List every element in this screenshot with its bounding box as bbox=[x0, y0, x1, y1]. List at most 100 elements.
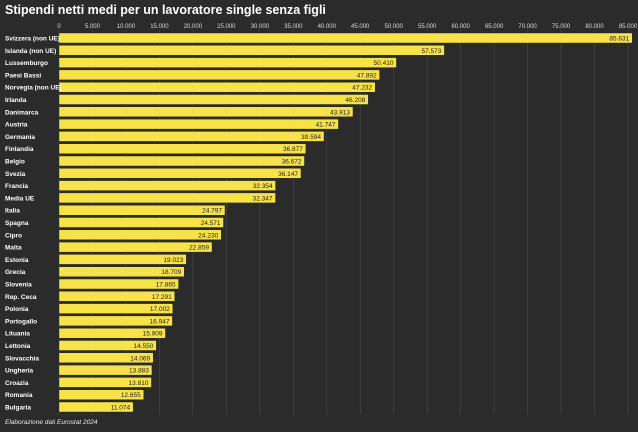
bar bbox=[58, 254, 187, 265]
data-label: 36.672 bbox=[282, 159, 302, 166]
data-label: 85.631 bbox=[609, 36, 629, 43]
category-label: Croazia bbox=[5, 380, 29, 387]
category-label: Ungheria bbox=[5, 368, 34, 375]
category-label: Bulgaria bbox=[5, 405, 31, 412]
category-label: Italia bbox=[5, 208, 20, 215]
bar bbox=[58, 94, 369, 105]
x-axis-ticks: 0 5.000 10.000 15.000 20.000 25.000 30.000 35.0… bbox=[57, 24, 638, 30]
category-label: Danimarca bbox=[5, 109, 39, 116]
x-tick-label: 5.000 bbox=[85, 24, 101, 30]
x-tick-label: 25.000 bbox=[217, 24, 236, 30]
data-label: 36.147 bbox=[278, 171, 298, 178]
bar bbox=[58, 192, 276, 204]
data-label: 24.230 bbox=[198, 232, 218, 239]
bar bbox=[58, 340, 157, 351]
x-tick-label: 20.000 bbox=[184, 24, 203, 30]
category-label: Austria bbox=[5, 122, 28, 129]
x-tick-label: 10.000 bbox=[117, 24, 136, 30]
data-label: 13.883 bbox=[129, 368, 149, 375]
bar bbox=[58, 118, 339, 130]
bar bbox=[58, 45, 445, 56]
bar bbox=[58, 217, 224, 228]
bar bbox=[58, 69, 380, 81]
data-label: 50.410 bbox=[374, 60, 394, 67]
data-label: 47.892 bbox=[357, 72, 377, 79]
bar bbox=[58, 291, 175, 302]
data-label: 12.655 bbox=[121, 392, 141, 399]
category-label: Slovenia bbox=[5, 282, 32, 289]
x-tick-label: 75.000 bbox=[552, 24, 571, 30]
category-label: Belgio bbox=[5, 159, 25, 166]
data-label: 43.913 bbox=[330, 109, 350, 116]
category-label: Finlandia bbox=[5, 146, 34, 153]
category-label: Norvegia (non UE) bbox=[5, 85, 62, 92]
x-tick-label: 0 bbox=[57, 24, 61, 30]
category-label: Lussemburgo bbox=[5, 60, 48, 67]
data-label: 32.347 bbox=[253, 195, 273, 202]
data-label: 14.550 bbox=[134, 343, 154, 350]
x-tick-label: 30.000 bbox=[251, 24, 270, 30]
data-label: 41.747 bbox=[316, 122, 336, 129]
x-tick-label: 35.000 bbox=[284, 24, 303, 30]
data-label: 46.208 bbox=[345, 97, 365, 104]
bar bbox=[58, 328, 166, 339]
bar bbox=[58, 352, 154, 363]
x-tick-label: 15.000 bbox=[150, 24, 169, 30]
category-label: Germania bbox=[5, 134, 35, 141]
category-label: Lituania bbox=[5, 331, 30, 338]
category-label: Slovacchia bbox=[5, 355, 39, 362]
bar bbox=[58, 278, 179, 290]
bar bbox=[58, 401, 134, 413]
category-label: Portogallo bbox=[5, 318, 37, 325]
x-tick-label: 45.000 bbox=[351, 24, 370, 30]
data-label: 24.571 bbox=[201, 220, 221, 227]
data-label: 24.797 bbox=[202, 208, 222, 215]
data-label: 14.069 bbox=[130, 355, 150, 362]
x-tick-label: 70.000 bbox=[518, 24, 537, 30]
category-label: Grecia bbox=[5, 269, 26, 276]
category-labels: Svizzera (non UE) Islanda (non UE) Lussemb… bbox=[5, 36, 62, 412]
data-label: 11.074 bbox=[111, 405, 131, 412]
category-label: Islanda (non UE) bbox=[5, 48, 56, 55]
category-label: Malta bbox=[5, 245, 22, 252]
data-label: 32.354 bbox=[253, 183, 273, 190]
bar bbox=[58, 81, 376, 93]
category-label: Cipro bbox=[5, 232, 22, 239]
x-tick-label: 80.000 bbox=[585, 24, 604, 30]
data-label: 17.865 bbox=[156, 282, 176, 289]
category-label: Romania bbox=[5, 392, 33, 399]
data-label: 57.573 bbox=[422, 48, 442, 55]
x-tick-label: 85.000 bbox=[619, 24, 638, 30]
bar bbox=[58, 32, 633, 44]
bar bbox=[58, 241, 213, 253]
category-label: Francia bbox=[5, 183, 29, 190]
data-label: 16.947 bbox=[150, 318, 170, 325]
data-label: 15.909 bbox=[143, 331, 163, 338]
bars bbox=[58, 32, 633, 413]
category-label: Estonia bbox=[5, 257, 29, 264]
category-label: Polonia bbox=[5, 306, 29, 313]
bar bbox=[58, 266, 185, 277]
bar bbox=[58, 155, 305, 167]
source-note: Elaborazione dati Eurostat 2024 bbox=[5, 419, 98, 426]
bar bbox=[58, 168, 302, 179]
category-label: Lettonia bbox=[5, 343, 31, 350]
bar bbox=[58, 106, 354, 118]
bar bbox=[58, 180, 276, 191]
category-label: Svezia bbox=[5, 171, 26, 178]
x-tick-label: 60.000 bbox=[451, 24, 470, 30]
x-tick-label: 50.000 bbox=[385, 24, 404, 30]
bar bbox=[58, 143, 307, 154]
bar bbox=[58, 229, 222, 241]
data-label: 39.594 bbox=[301, 134, 321, 141]
value-labels: 85.631 57.573 50.410 47.892 47.232 46.208 43.9… bbox=[111, 36, 630, 412]
data-label: 13.810 bbox=[129, 380, 149, 387]
data-label: 47.232 bbox=[352, 85, 372, 92]
category-label: Spagna bbox=[5, 220, 29, 227]
x-tick-label: 40.000 bbox=[318, 24, 337, 30]
chart-title: Stipendi netti medi per un lavoratore si… bbox=[5, 3, 326, 17]
bar bbox=[58, 364, 153, 376]
bar bbox=[58, 204, 226, 216]
data-label: 17.291 bbox=[152, 294, 172, 301]
